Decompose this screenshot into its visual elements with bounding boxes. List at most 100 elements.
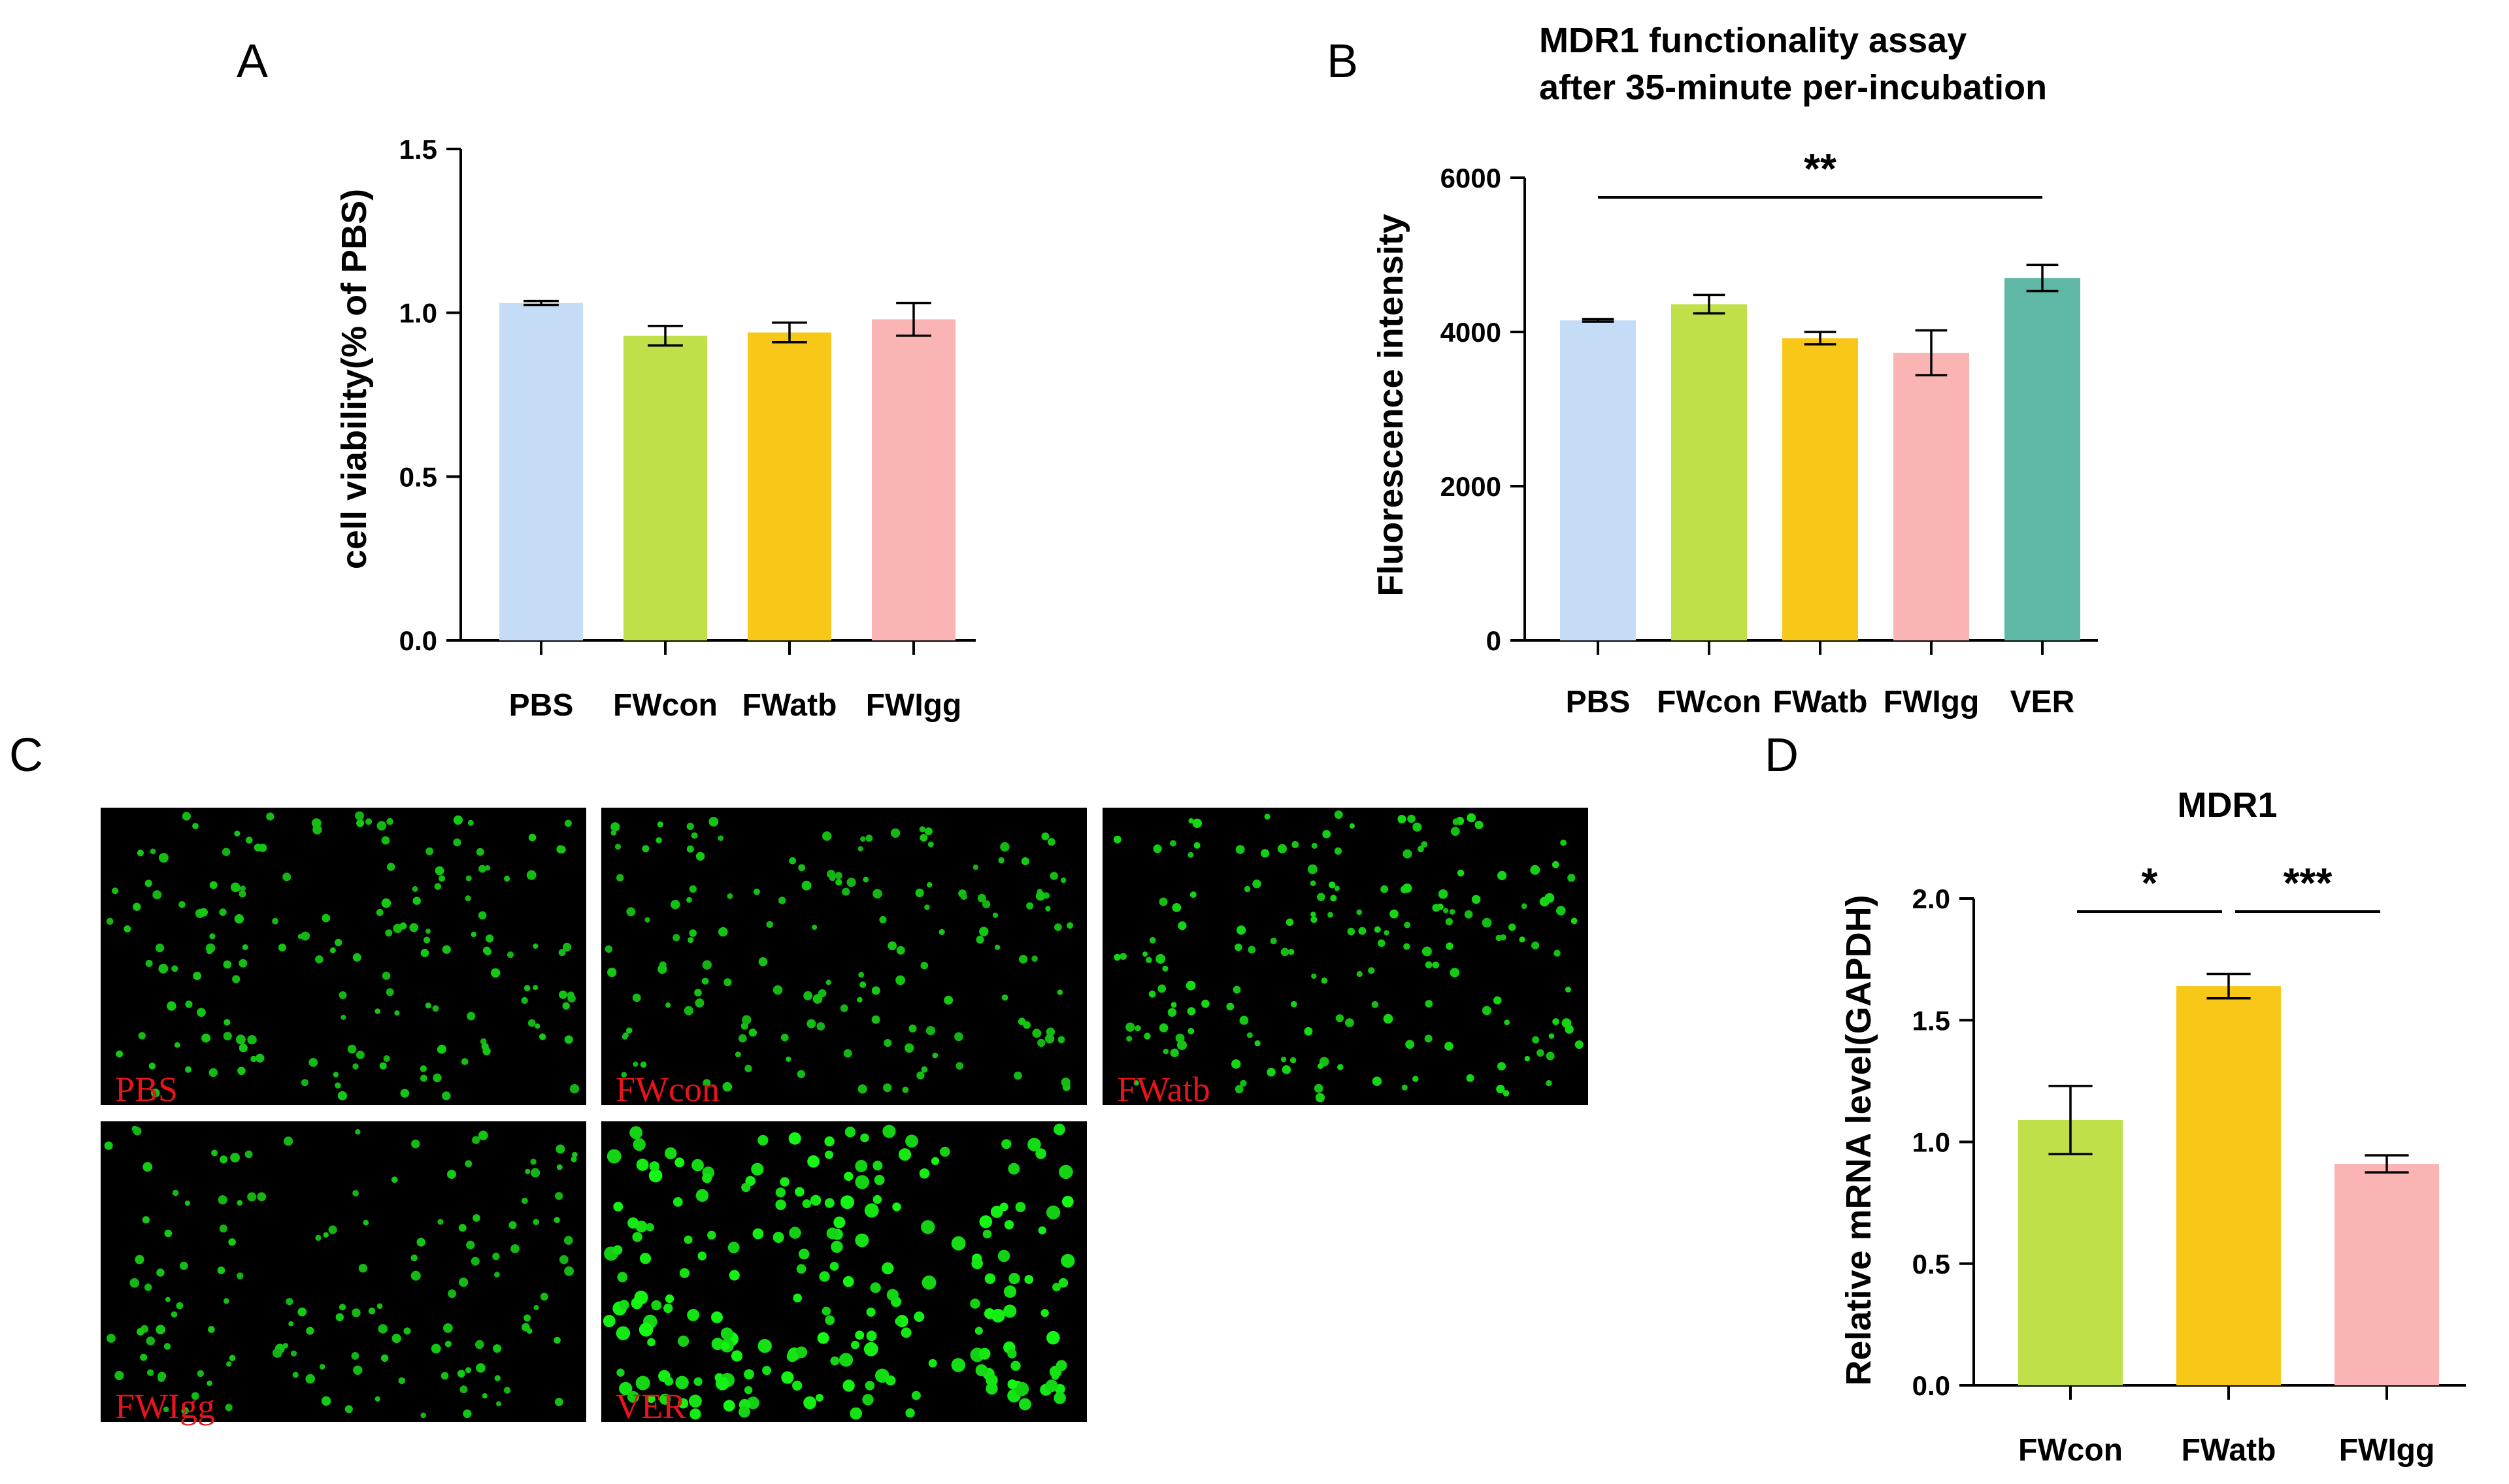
- chart-b-category-label: PBS: [1566, 685, 1631, 719]
- fluorescent-cell: [472, 1136, 480, 1144]
- fluorescent-cell: [675, 1376, 689, 1389]
- fluorescent-cell: [530, 1168, 540, 1178]
- fluorescent-cell: [165, 1296, 171, 1302]
- fluorescent-cell: [1061, 1196, 1074, 1208]
- fluorescent-cell: [1314, 1083, 1323, 1093]
- fluorescent-cell: [1010, 1360, 1021, 1371]
- fluorescent-cell: [721, 1342, 729, 1351]
- fluorescent-cell: [358, 1264, 368, 1273]
- fluorescent-cell: [155, 944, 165, 953]
- fluorescent-cell: [626, 907, 636, 917]
- fluorescent-cell: [494, 1272, 500, 1278]
- fluorescent-cell: [689, 1394, 702, 1408]
- fluorescent-cell: [647, 1338, 656, 1347]
- fluorescent-cell: [1317, 1063, 1323, 1069]
- fluorescent-cell: [727, 893, 733, 899]
- fluorescent-cell: [440, 1372, 449, 1380]
- fluorescent-cell: [564, 1035, 573, 1044]
- fluorescent-cell: [895, 975, 905, 985]
- fluorescent-cell: [954, 1032, 963, 1042]
- fluorescent-cell: [888, 941, 897, 951]
- fluorescent-cell: [341, 1014, 346, 1020]
- fluorescent-cell: [1148, 990, 1156, 998]
- chart-d-error-bars: [2048, 972, 2409, 1174]
- fluorescent-cell: [1188, 1027, 1195, 1034]
- fluorescent-cell: [1389, 909, 1399, 919]
- fluorescent-cell: [931, 1157, 940, 1165]
- fluorescent-cell: [892, 1202, 901, 1212]
- fluorescent-cell: [855, 1175, 869, 1189]
- fluorescent-cell: [1315, 1093, 1325, 1102]
- fluorescent-cell: [378, 1324, 388, 1334]
- fluorescent-cell: [1560, 839, 1567, 846]
- fluorescent-cell: [475, 1340, 484, 1349]
- fluorescent-cell: [866, 1330, 877, 1342]
- fluorescent-cell: [819, 1271, 830, 1282]
- fluorescent-cell: [344, 1405, 353, 1413]
- fluorescent-cell: [1444, 1042, 1454, 1051]
- fluorescent-cell: [665, 1002, 671, 1008]
- fluorescent-cell: [554, 1336, 561, 1344]
- fluorescent-cell: [695, 998, 705, 1008]
- fluorescent-cell: [879, 915, 887, 924]
- fluorescent-cell: [448, 1289, 457, 1298]
- fluorescent-cell: [927, 882, 933, 888]
- fluorescent-cell: [1288, 949, 1295, 955]
- fluorescent-cell: [1438, 889, 1448, 899]
- fluorescent-cell: [288, 1321, 294, 1327]
- fluorescent-cell: [744, 1369, 754, 1380]
- fluorescent-cell: [412, 897, 421, 905]
- fluorescent-cell: [997, 1249, 1010, 1262]
- fluorescent-cell: [167, 1001, 176, 1011]
- fluorescent-cell: [796, 1264, 806, 1274]
- fluorescent-cell: [1018, 1017, 1026, 1025]
- chart-b-bar: [1893, 352, 1969, 640]
- chart-a-bars: [499, 303, 955, 640]
- fluorescent-cell: [815, 1394, 823, 1402]
- chart-d-significance-label: *: [2142, 859, 2158, 906]
- fluorescent-cell: [1570, 917, 1578, 925]
- fluorescent-cell: [219, 1224, 227, 1233]
- fluorescent-cell: [626, 1027, 633, 1034]
- fluorescent-cell: [528, 833, 537, 842]
- fluorescent-cell: [496, 1401, 501, 1407]
- fluorescent-cell: [240, 885, 246, 891]
- fluorescent-cell: [163, 1343, 171, 1350]
- fluorescent-cell: [571, 1156, 577, 1162]
- fluorescent-cell: [1552, 1018, 1559, 1025]
- fluorescent-cell: [192, 823, 199, 830]
- fluorescent-cell: [939, 929, 945, 935]
- fluorescent-cell: [411, 1139, 420, 1149]
- fluorescent-cell: [928, 1359, 937, 1368]
- fluorescent-cell: [1497, 870, 1507, 880]
- fluorescent-cell: [266, 812, 274, 821]
- fluorescent-cell: [420, 1065, 427, 1072]
- fluorescent-cell: [465, 1160, 473, 1168]
- fluorescent-cell: [762, 1366, 772, 1376]
- fluorescent-cell: [826, 1227, 839, 1240]
- fluorescent-cell: [803, 991, 813, 1000]
- fluorescent-cell: [651, 1300, 662, 1311]
- fluorescent-cell: [1035, 891, 1046, 901]
- fluorescent-cell: [855, 1330, 865, 1340]
- fluorescent-cell: [250, 1055, 257, 1063]
- fluorescent-cell: [458, 1224, 467, 1232]
- fluorescent-cell: [1254, 1040, 1261, 1047]
- fluorescent-cell: [603, 1315, 616, 1328]
- fluorescent-cell: [951, 1236, 966, 1251]
- fluorescent-cell: [972, 865, 979, 870]
- fluorescent-cell: [695, 851, 705, 861]
- fluorescent-cell: [688, 937, 694, 944]
- fluorescent-cell: [621, 1072, 627, 1078]
- chart-a-ytick-label: 1.5: [399, 134, 437, 165]
- fluorescent-cell: [494, 1375, 501, 1381]
- fluorescent-cell: [1008, 1162, 1020, 1175]
- chart-d-bar: [2018, 1119, 2123, 1385]
- fluorescent-cell: [437, 1044, 446, 1054]
- fluorescent-cell: [858, 972, 865, 978]
- fluorescent-cell: [1504, 1019, 1510, 1025]
- fluorescent-cell: [1503, 1090, 1510, 1097]
- fluorescent-cell: [932, 1052, 939, 1059]
- fluorescent-cell: [844, 1172, 854, 1181]
